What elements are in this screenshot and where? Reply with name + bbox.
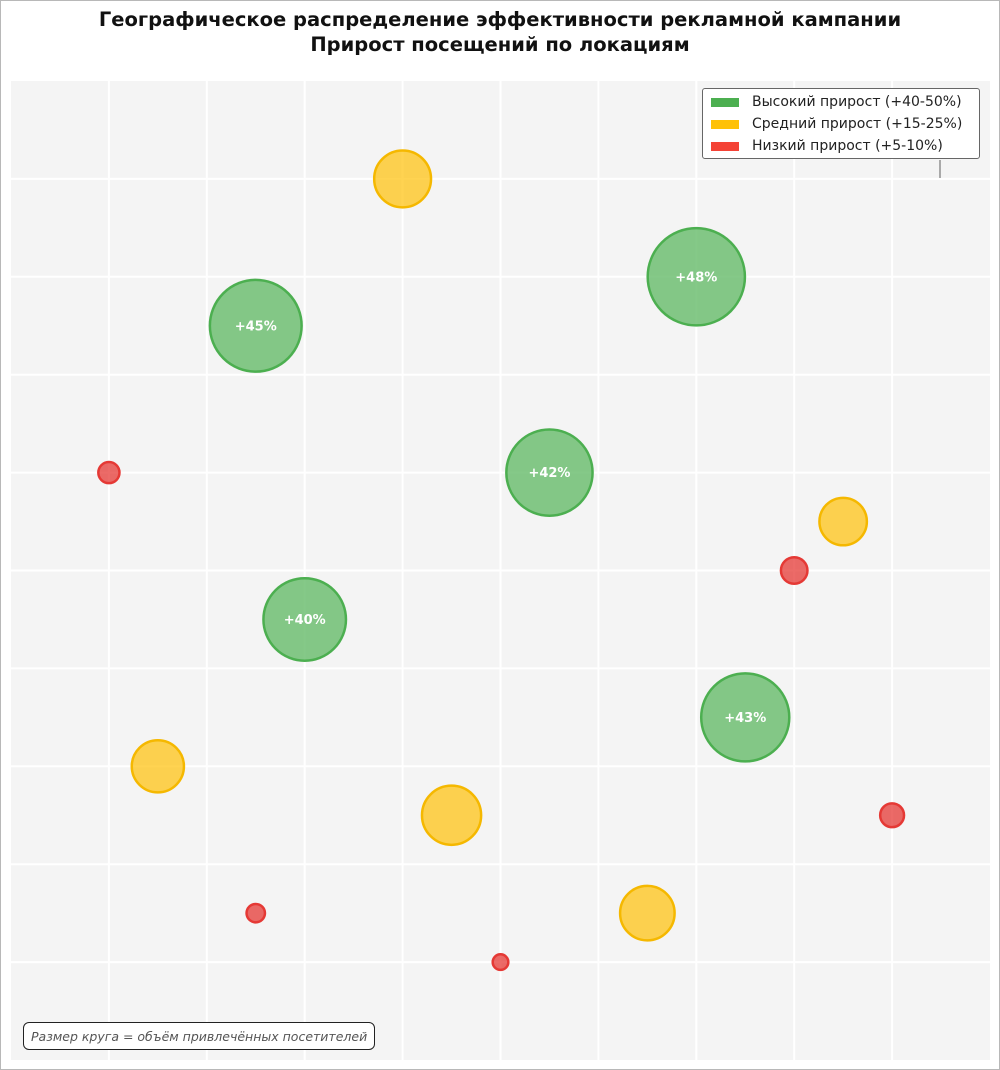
legend-swatch-low (711, 141, 739, 151)
bubble-mid-4 (420, 784, 483, 847)
bubble-high-3 (505, 428, 594, 517)
legend-label-mid: Средний прирост (+15-25%) (752, 116, 963, 132)
bubble-high-5 (699, 672, 791, 763)
bubble-mid-1 (372, 149, 433, 209)
legend-item-low: Низкий прирост (+5-10%) (711, 136, 943, 156)
legend: Высокий прирост (+40-50%) Средний прирос… (702, 88, 980, 159)
bubble-high-1 (208, 278, 303, 373)
bubble-label-high-5: +43% (724, 711, 766, 726)
legend-label-high: Высокий прирост (+40-50%) (752, 94, 962, 110)
bubble-label-high-1: +45% (235, 319, 277, 334)
bubble-high-4 (262, 576, 348, 662)
bubble-mid-2 (818, 496, 869, 547)
bubble-low-2 (779, 555, 809, 586)
bubble-mid-5 (618, 884, 676, 942)
legend-label-low: Низкий прирост (+5-10%) (752, 138, 943, 154)
legend-item-mid: Средний прирост (+15-25%) (711, 114, 962, 134)
bubble-label-high-3: +42% (528, 466, 570, 481)
bubble-mid-3 (130, 738, 186, 794)
chart-subtitle: Прирост посещений по локациям (310, 33, 690, 56)
bubble-low-4 (245, 902, 267, 924)
bubble-low-1 (97, 460, 121, 485)
legend-item-high: Высокий прирост (+40-50%) (711, 92, 962, 112)
bubble-low-5 (491, 953, 510, 972)
bubble-high-2 (646, 226, 747, 327)
chart-title: Географическое распределение эффективнос… (98, 8, 902, 31)
legend-swatch-mid (711, 119, 739, 129)
bubble-label-high-2: +48% (675, 270, 717, 285)
bubble-low-3 (878, 802, 906, 829)
size-note: Размер круга = объём привлечённых посети… (23, 1022, 376, 1050)
bubble-label-high-4: +40% (284, 613, 326, 628)
legend-swatch-high (711, 97, 739, 107)
